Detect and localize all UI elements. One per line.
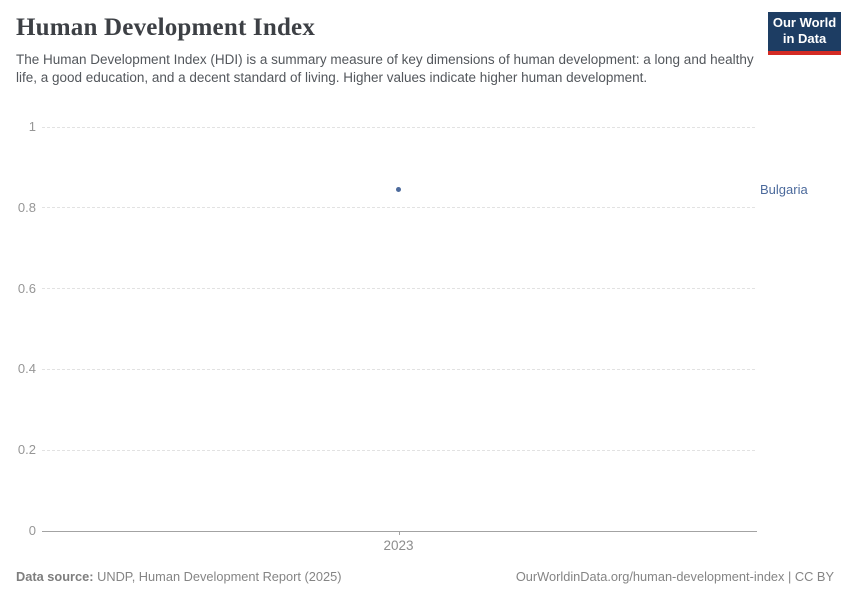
data-source-text: UNDP, Human Development Report (2025) [93, 569, 342, 584]
y-gridline [42, 207, 755, 209]
x-axis-tick-mark [398, 531, 400, 535]
y-axis-tick-label: 1 [28, 119, 36, 134]
chart-header: Human Development Index The Human Develo… [16, 14, 756, 87]
owid-url-link[interactable]: OurWorldinData.org/human-development-ind… [515, 569, 834, 584]
y-axis-tick-label: 0 [28, 523, 36, 538]
chart-subtitle: The Human Development Index (HDI) is a s… [16, 52, 754, 85]
owid-logo-text: Our World in Data [768, 12, 841, 51]
y-gridline [42, 126, 755, 128]
x-axis-tick-label: 2023 [383, 538, 414, 553]
owid-logo-line1: Our World [772, 15, 837, 30]
chart-footer: Data source: UNDP, Human Development Rep… [16, 569, 834, 584]
y-axis-tick-label: 0.8 [17, 199, 36, 215]
page-title: Human Development Index [16, 14, 316, 41]
y-axis-tick-label: 0.6 [17, 280, 36, 296]
owid-logo[interactable]: Our World in Data [768, 12, 841, 55]
y-gridline [42, 288, 755, 290]
entity-label-bulgaria[interactable]: Bulgaria [760, 181, 808, 197]
owid-logo-line2: in Data [782, 31, 827, 46]
y-gridline [42, 368, 755, 370]
y-axis-tick-label: 0.2 [17, 442, 36, 458]
y-gridline [42, 449, 755, 451]
owid-logo-red-bar [768, 51, 841, 55]
data-source-label: Data source: [16, 569, 94, 584]
x-axis-line [42, 530, 757, 532]
data-source-note: Data source: UNDP, Human Development Rep… [16, 569, 342, 584]
y-axis-tick-label: 0.4 [17, 361, 36, 377]
data-point-bulgaria[interactable] [396, 187, 401, 193]
